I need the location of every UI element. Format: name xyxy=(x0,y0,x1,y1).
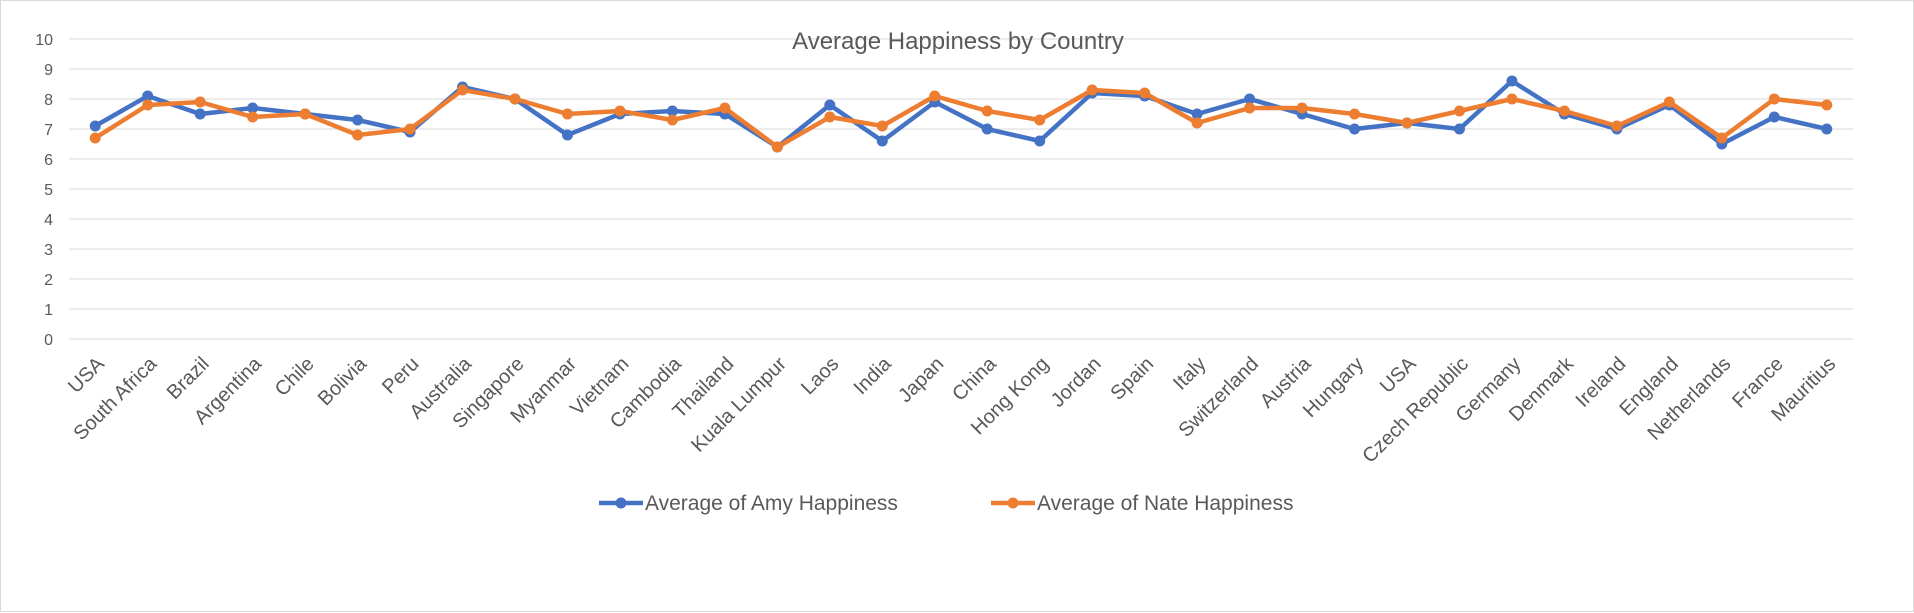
x-category-label: Laos xyxy=(797,353,843,399)
legend-item: Average of Nate Happiness xyxy=(991,492,1293,515)
data-point xyxy=(1663,96,1675,108)
y-tick-label: 2 xyxy=(44,272,53,289)
data-point xyxy=(824,111,836,123)
chart-title: Average Happiness by Country xyxy=(792,28,1124,55)
data-point xyxy=(1191,108,1203,120)
data-point xyxy=(1244,93,1256,105)
data-point xyxy=(1349,108,1361,120)
data-point xyxy=(876,135,888,147)
x-category-label: Japan xyxy=(894,353,948,407)
legend: Average of Amy Happiness Average of Nate … xyxy=(599,492,1293,515)
data-point xyxy=(614,105,626,117)
data-point xyxy=(929,90,941,102)
data-point xyxy=(194,96,206,108)
x-category-label: Peru xyxy=(378,353,423,398)
legend-marker xyxy=(1007,497,1019,509)
data-point xyxy=(142,99,154,111)
x-category-label: Jordan xyxy=(1047,353,1106,412)
data-point xyxy=(771,141,783,153)
data-point xyxy=(1453,105,1465,117)
data-point xyxy=(1821,123,1833,135)
data-point xyxy=(352,114,364,126)
series-line xyxy=(92,87,1830,150)
x-category-label: Spain xyxy=(1106,353,1158,405)
data-point xyxy=(1768,111,1780,123)
data-point xyxy=(561,129,573,141)
x-category-label: Bolivia xyxy=(314,352,372,410)
data-point xyxy=(1611,120,1623,132)
data-point xyxy=(1349,123,1361,135)
data-point xyxy=(876,120,888,132)
data-point xyxy=(1034,135,1046,147)
data-point xyxy=(404,123,416,135)
data-point xyxy=(561,108,573,120)
series-line xyxy=(92,78,1830,150)
data-point xyxy=(1558,105,1570,117)
data-point xyxy=(1506,93,1518,105)
x-category-label: Italy xyxy=(1169,353,1210,394)
data-point xyxy=(1768,93,1780,105)
x-category-label: Chile xyxy=(271,353,319,401)
y-tick-label: 7 xyxy=(44,122,53,139)
x-category-label: India xyxy=(850,352,897,399)
data-point xyxy=(981,123,993,135)
data-point xyxy=(824,99,836,111)
data-point xyxy=(1244,102,1256,114)
series-2 xyxy=(89,84,1833,153)
y-tick-label: 4 xyxy=(44,212,53,229)
x-category-label: Kuala Lumpur xyxy=(687,353,791,457)
gridlines xyxy=(69,38,1853,340)
data-point xyxy=(142,90,154,102)
data-point xyxy=(1453,123,1465,135)
data-point xyxy=(299,108,311,120)
data-point xyxy=(194,108,206,120)
legend-label: Average of Nate Happiness xyxy=(1037,492,1293,515)
y-tick-label: 5 xyxy=(44,182,53,199)
data-point xyxy=(457,84,469,96)
data-point xyxy=(352,129,364,141)
data-point xyxy=(1506,75,1518,87)
y-tick-label: 0 xyxy=(44,332,53,349)
x-category-label: USA xyxy=(1376,353,1421,398)
data-point xyxy=(1296,102,1308,114)
data-point xyxy=(1086,84,1098,96)
data-point xyxy=(666,114,678,126)
y-tick-label: 9 xyxy=(44,62,53,79)
data-point xyxy=(509,93,521,105)
data-point xyxy=(1401,117,1413,129)
y-tick-label: 8 xyxy=(44,92,53,109)
data-point xyxy=(1034,114,1046,126)
x-category-label: USA xyxy=(64,353,109,398)
data-point xyxy=(666,105,678,117)
data-point xyxy=(1716,132,1728,144)
data-point xyxy=(89,132,101,144)
y-tick-label: 3 xyxy=(44,242,53,259)
data-point xyxy=(247,111,259,123)
y-tick-label: 10 xyxy=(35,32,53,49)
data-point xyxy=(1191,117,1203,129)
data-point xyxy=(981,105,993,117)
y-tick-label: 1 xyxy=(44,302,53,319)
data-point xyxy=(247,102,259,114)
data-point xyxy=(719,102,731,114)
y-axis-ticks: 0 1 2 3 4 5 6 7 8 9 10 xyxy=(35,32,53,349)
data-point xyxy=(89,120,101,132)
y-tick-label: 6 xyxy=(44,152,53,169)
data-point xyxy=(1821,99,1833,111)
legend-marker xyxy=(615,497,627,509)
legend-label: Average of Amy Happiness xyxy=(645,492,898,515)
series-group xyxy=(89,75,1833,153)
legend-item: Average of Amy Happiness xyxy=(599,492,898,515)
data-point xyxy=(1139,87,1151,99)
